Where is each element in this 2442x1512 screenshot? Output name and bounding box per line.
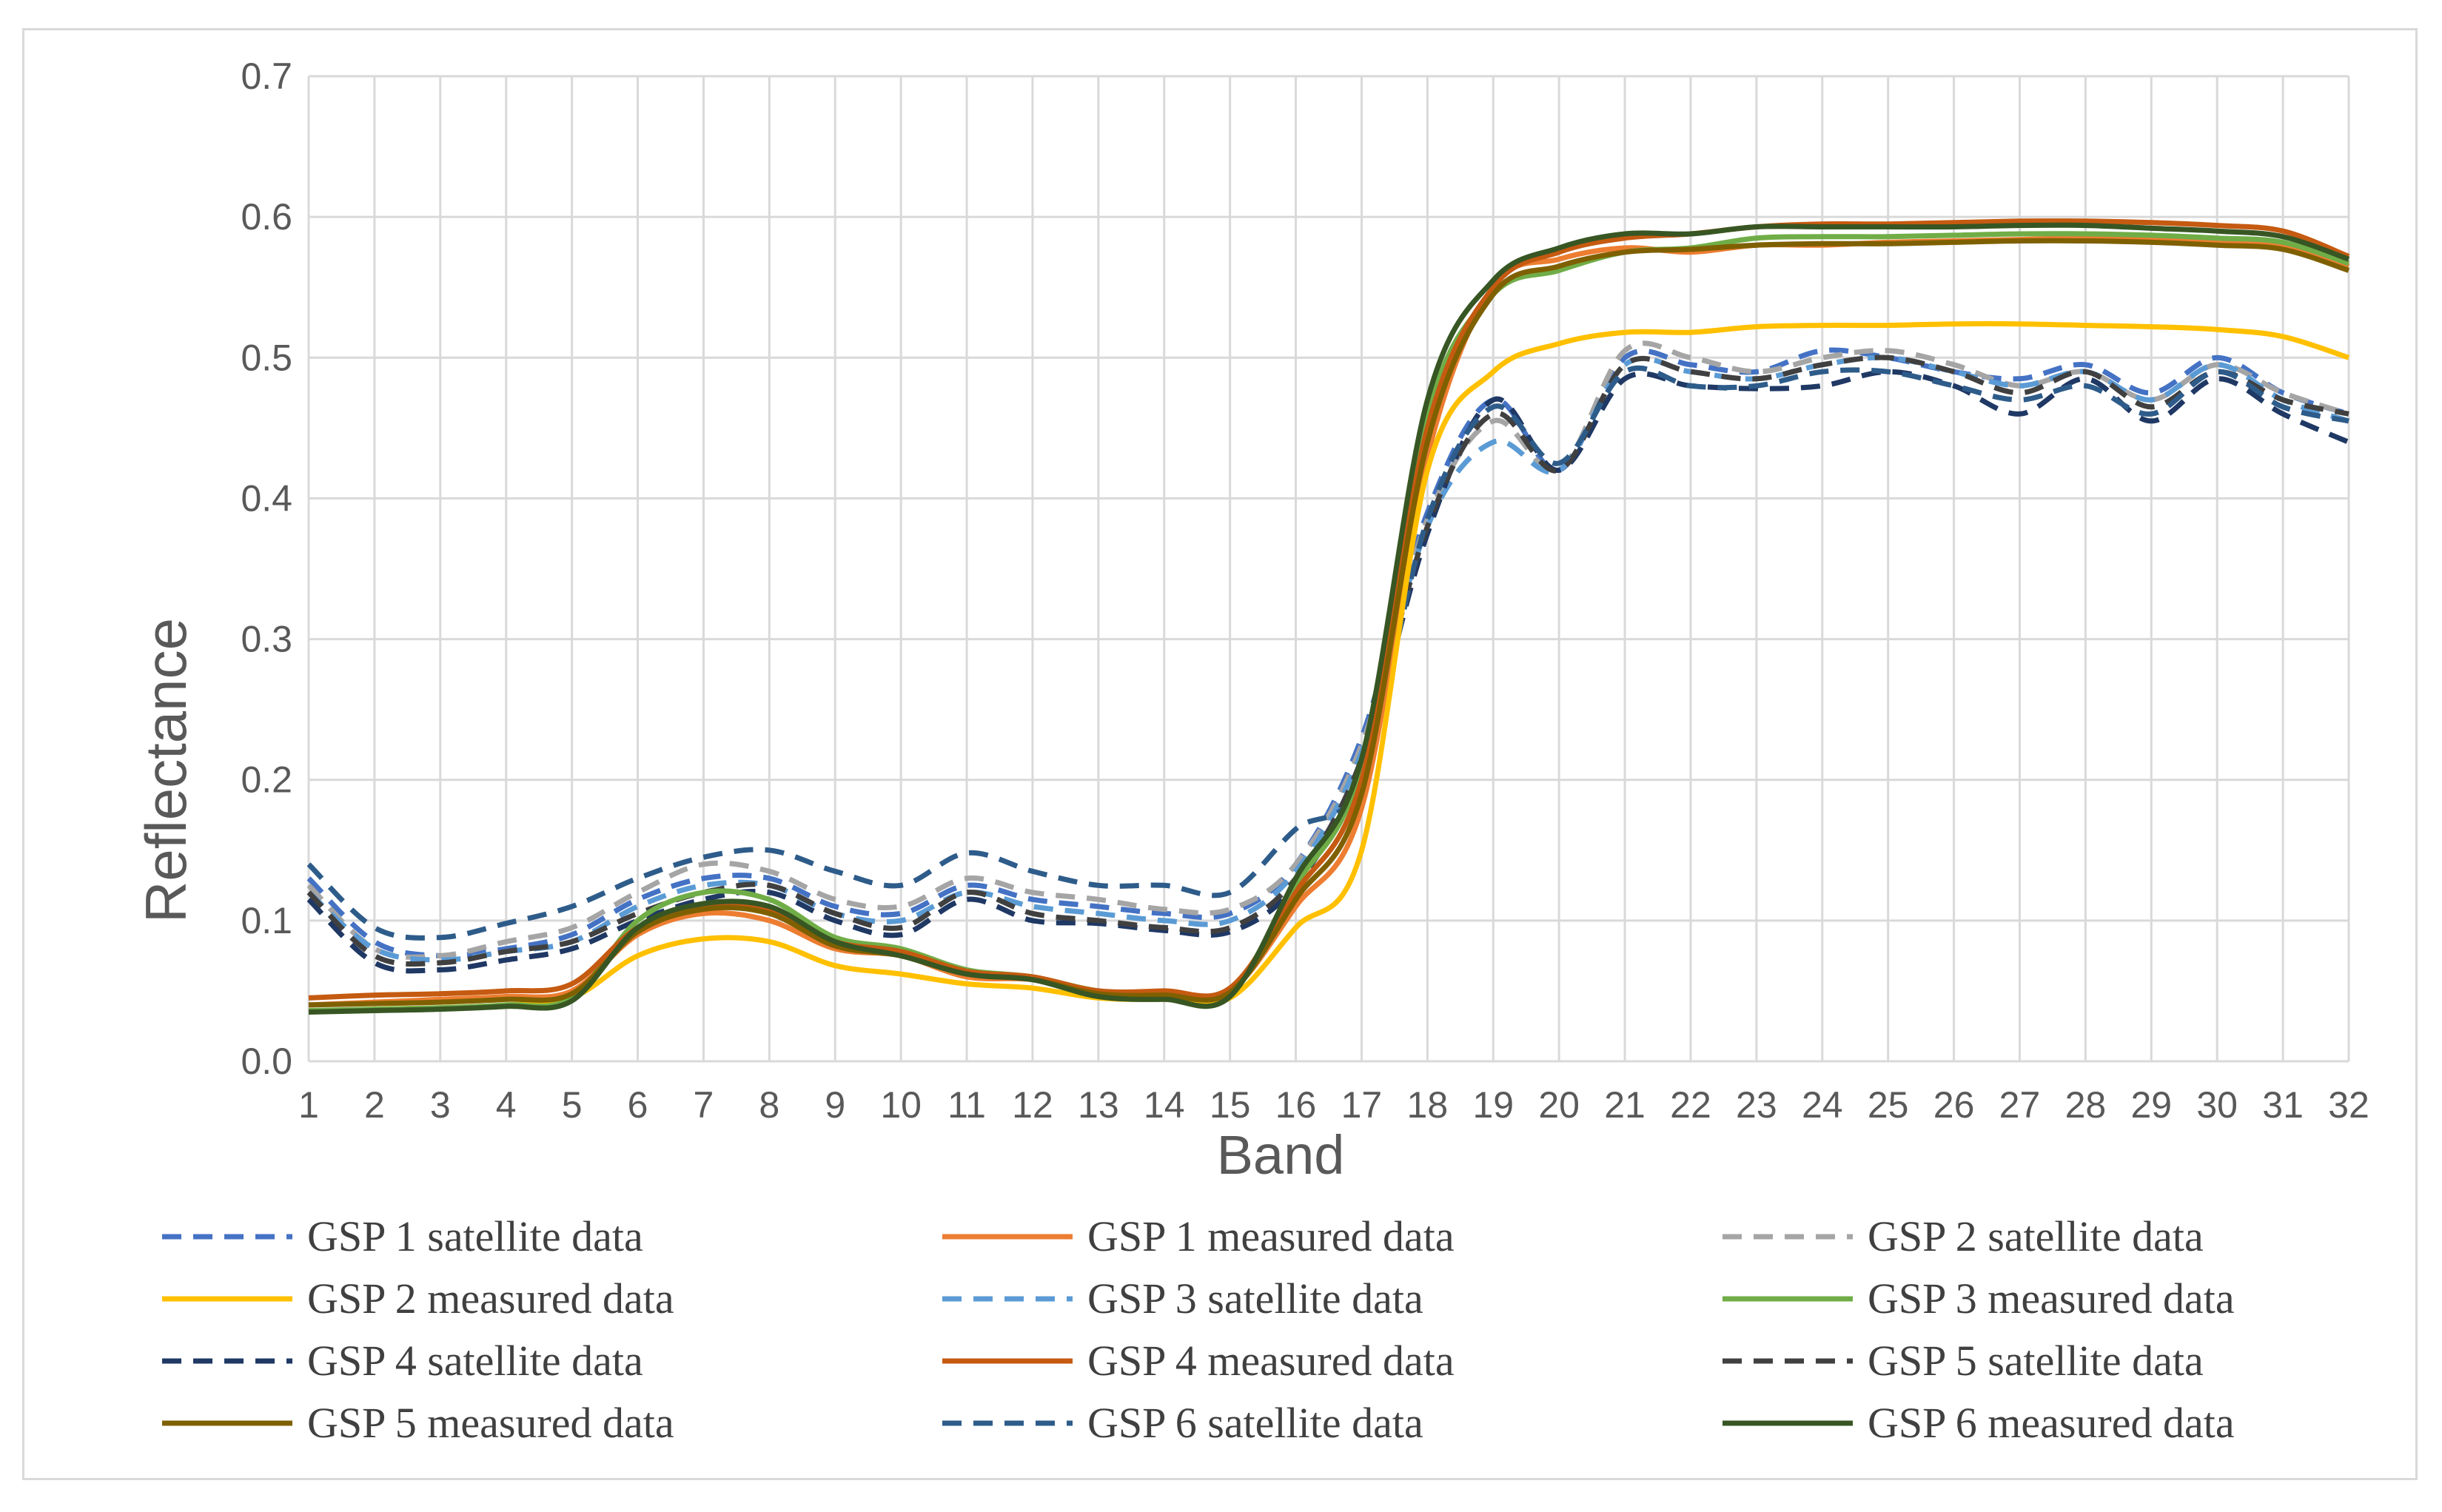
y-tick-label: 0.2	[241, 759, 292, 801]
x-axis-title: Band	[1217, 1124, 1345, 1186]
x-tick-label: 16	[1275, 1084, 1317, 1126]
x-tick-label: 11	[947, 1084, 986, 1126]
legend-label: GSP 6 satellite data	[1087, 1399, 1423, 1447]
legend-label: GSP 2 satellite data	[1868, 1212, 2204, 1260]
legend-label: GSP 1 satellite data	[307, 1212, 643, 1260]
x-tick-label: 21	[1604, 1084, 1646, 1126]
legend-item: GSP 1 satellite data	[162, 1212, 643, 1260]
x-axis-ticks: 1 2 3 4 5 6 7 8 9 10 11 12 13 14 15 16 17 18 19 20 21 22 23 24 2…	[298, 1084, 2369, 1126]
x-tick-label: 23	[1736, 1084, 1777, 1126]
x-tick-label: 18	[1407, 1084, 1449, 1126]
x-tick-label: 32	[2328, 1084, 2369, 1126]
legend-item: GSP 1 measured data	[942, 1212, 1455, 1260]
legend: GSP 1 satellite data GSP 1 measured data G…	[162, 1212, 2235, 1447]
series-line-gsp5-measured	[308, 238, 2350, 1008]
legend-item: GSP 6 measured data	[1723, 1399, 2235, 1447]
y-axis-title: Reflectance	[133, 618, 198, 923]
x-tick-label: 8	[759, 1084, 779, 1126]
x-tick-label: 5	[562, 1084, 583, 1126]
legend-item: GSP 3 satellite data	[942, 1274, 1423, 1323]
x-tick-label: 17	[1341, 1084, 1383, 1126]
x-tick-label: 30	[2196, 1084, 2238, 1126]
x-tick-label: 1	[298, 1084, 319, 1126]
series-line-gsp4-measured	[308, 218, 2350, 1001]
legend-item: GSP 4 satellite data	[162, 1337, 643, 1385]
x-tick-label: 15	[1210, 1084, 1251, 1126]
legend-item: GSP 2 measured data	[162, 1274, 674, 1323]
series-group	[306, 218, 2350, 1015]
x-tick-label: 19	[1472, 1084, 1514, 1126]
legend-item: GSP 6 satellite data	[942, 1399, 1423, 1447]
x-tick-label: 20	[1538, 1084, 1580, 1126]
x-tick-label: 26	[1933, 1084, 1975, 1126]
legend-item: GSP 2 satellite data	[1723, 1212, 2204, 1260]
y-tick-label: 0.3	[241, 619, 292, 660]
legend-item: GSP 5 measured data	[162, 1399, 674, 1447]
x-tick-label: 22	[1670, 1084, 1711, 1126]
x-tick-label: 31	[2262, 1084, 2304, 1126]
x-tick-label: 9	[825, 1084, 845, 1126]
chart-frame: 0.0 0.1 0.2 0.3 0.4 0.5 0.6 0.7 1 2 3 4 5 6 7 8 9 10 11 12…	[22, 28, 2418, 1480]
line-chart: 0.00.10.20.30.40.50.60.7 1 2 3 4 5 6 7 8 9 10 11 12…	[133, 56, 2369, 1447]
x-tick-label: 12	[1012, 1084, 1053, 1126]
y-tick-label: 0.1	[241, 900, 292, 941]
x-tick-label: 13	[1078, 1084, 1119, 1126]
legend-label: GSP 6 measured data	[1868, 1399, 2235, 1447]
x-tick-label: 2	[364, 1084, 385, 1126]
y-tick-label: 0.7	[241, 56, 292, 97]
legend-label: GSP 2 measured data	[307, 1274, 674, 1323]
y-axis-ticks: 0.0 0.1 0.2 0.3 0.4 0.5 0.6 0.7	[241, 56, 292, 1082]
legend-label: GSP 3 satellite data	[1087, 1274, 1423, 1323]
series-line-gsp3-measured	[308, 231, 2350, 1013]
x-tick-label: 24	[1802, 1084, 1843, 1126]
x-tick-label: 3	[430, 1084, 451, 1126]
x-tick-label: 7	[694, 1084, 714, 1126]
legend-label: GSP 5 measured data	[307, 1399, 674, 1447]
legend-label: GSP 5 satellite data	[1868, 1337, 2204, 1385]
x-tick-label: 6	[628, 1084, 648, 1126]
legend-item: GSP 5 satellite data	[1723, 1337, 2204, 1385]
series-line-gsp4-satellite	[306, 369, 2350, 974]
x-tick-label: 10	[880, 1084, 922, 1126]
series-line-gsp2-measured	[308, 320, 2350, 1015]
legend-label: GSP 4 satellite data	[307, 1337, 643, 1385]
y-tick-label: 0.0	[241, 1041, 292, 1082]
x-tick-label: 14	[1144, 1084, 1185, 1126]
x-tick-label: 25	[1868, 1084, 1909, 1126]
series-line-gsp3-satellite	[306, 355, 2350, 963]
series-line-gsp6-satellite	[306, 365, 2349, 941]
y-tick-label: 0.6	[241, 196, 292, 238]
legend-label: GSP 3 measured data	[1868, 1274, 2235, 1323]
legend-item: GSP 3 measured data	[1723, 1274, 2235, 1323]
legend-label: GSP 4 measured data	[1087, 1337, 1455, 1385]
x-tick-label: 29	[2130, 1084, 2172, 1126]
x-tick-label: 28	[2065, 1084, 2107, 1126]
legend-label: GSP 1 measured data	[1087, 1212, 1455, 1260]
y-tick-label: 0.5	[241, 337, 292, 378]
x-tick-label: 27	[1999, 1084, 2041, 1126]
grid	[307, 75, 2350, 1063]
series-line-gsp6-measured	[308, 222, 2350, 1015]
x-tick-label: 4	[496, 1084, 517, 1126]
y-tick-label: 0.4	[241, 477, 292, 519]
legend-item: GSP 4 measured data	[942, 1337, 1455, 1385]
series-line-gsp1-measured	[308, 235, 2350, 1008]
